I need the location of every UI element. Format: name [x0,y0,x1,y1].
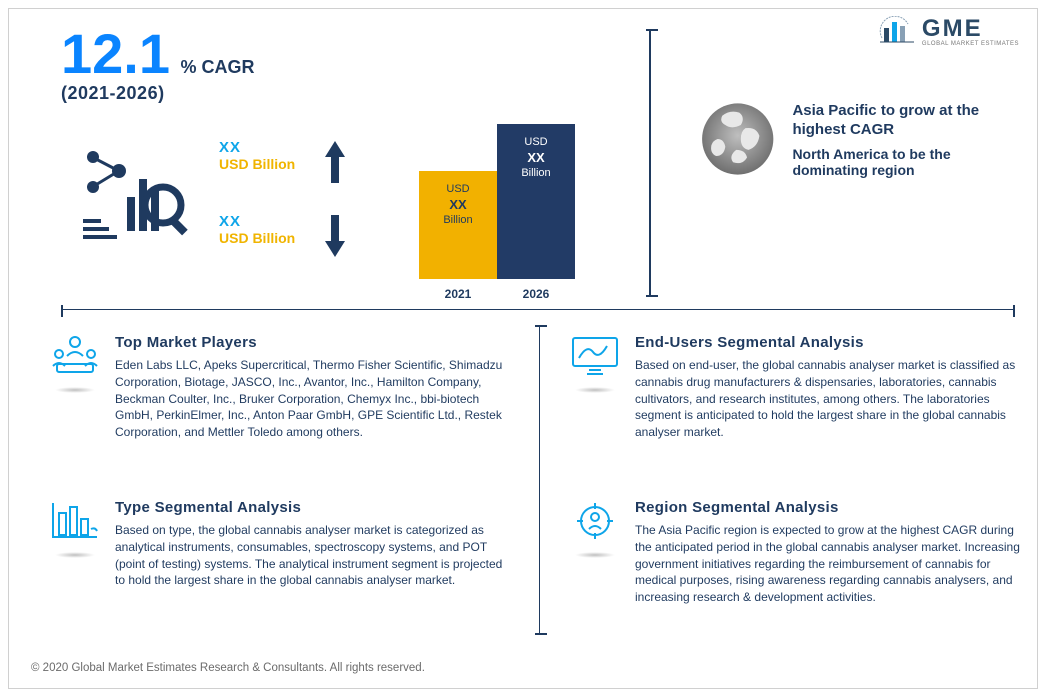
bar-label-1: 2026 [497,287,575,301]
bar-2021: USD XX Billion [419,171,497,279]
arrow-down-icon [323,213,347,259]
target-icon [569,499,621,543]
card-text: Eden Labs LLC, Apeks Supercritical, Ther… [115,357,509,441]
globe-icon [699,89,776,189]
card-title: Top Market Players [115,334,509,351]
low-value: XX [219,213,295,230]
card-endusers-analysis: End-Users Segmental Analysis Based on en… [569,334,1029,441]
region-line2: North America to be the dominating regio… [792,146,1019,178]
highlight-high: XX USD Billion [219,139,347,185]
bar-chart-icon [49,499,101,543]
card-region-analysis: Region Segmental Analysis The Asia Pacif… [569,499,1029,606]
monitor-icon [569,334,621,378]
vertical-sep-bottom [539,325,540,635]
logo-icon [878,16,918,46]
cagr-value: 12.1 [61,22,170,85]
logo-text: GME [922,15,1019,43]
people-icon [49,334,101,378]
mini-bar-chart: USD XX Billion USD XX Billion 2021 2026 [419,121,599,301]
card-title: Region Segmental Analysis [635,499,1029,516]
card-text: Based on type, the global cannabis analy… [115,522,509,589]
high-value: XX [219,139,295,156]
card-title: Type Segmental Analysis [115,499,509,516]
highlights-column: XX USD Billion XX USD Billion [219,139,347,287]
card-text: The Asia Pacific region is expected to g… [635,522,1029,606]
card-title: End-Users Segmental Analysis [635,334,1029,351]
arrow-up-icon [323,139,347,185]
horizontal-sep [61,309,1015,310]
card-text: Based on end-user, the global cannabis a… [635,357,1029,441]
logo-subtitle: GLOBAL MARKET ESTIMATES [922,41,1019,47]
vertical-sep-top [649,29,651,297]
analytics-icon [79,149,189,249]
bar-label-0: 2021 [419,287,497,301]
high-unit: USD Billion [219,156,295,172]
copyright-text: © 2020 Global Market Estimates Research … [31,662,425,674]
infographic-frame: GME GLOBAL MARKET ESTIMATES 12.1 % CAGR … [8,8,1038,689]
region-block: Asia Pacific to grow at the highest CAGR… [699,89,1019,189]
card-top-players: Top Market Players Eden Labs LLC, Apeks … [49,334,509,441]
cagr-period: (2021-2026) [61,83,254,104]
card-type-analysis: Type Segmental Analysis Based on type, t… [49,499,509,589]
cagr-block: 12.1 % CAGR (2021-2026) [61,29,254,104]
cagr-unit: % CAGR [180,57,254,77]
low-unit: USD Billion [219,230,295,246]
brand-logo: GME GLOBAL MARKET ESTIMATES [878,15,1019,47]
region-line1: Asia Pacific to grow at the highest CAGR [792,101,1019,140]
highlight-low: XX USD Billion [219,213,347,259]
bar-2026: USD XX Billion [497,124,575,279]
